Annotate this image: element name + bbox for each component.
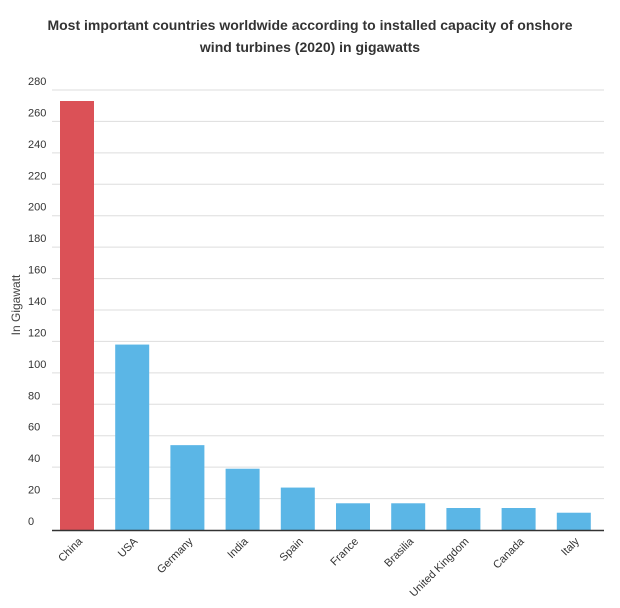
x-tick-label: Canada <box>491 535 527 571</box>
x-axis-ticks: China USA Germany India Spain France BrasiliaU… <box>56 535 582 599</box>
bar-spain <box>280 487 315 530</box>
y-tick-label: 120 <box>28 327 46 339</box>
bar-canada <box>501 508 536 530</box>
y-tick-label: 160 <box>28 265 46 277</box>
y-tick-label: 20 <box>28 485 40 497</box>
x-tick-label: USA <box>116 535 141 560</box>
bar-france <box>336 503 370 530</box>
chart-title: Most important countries worldwide accor… <box>47 17 573 55</box>
bar-india <box>225 468 260 530</box>
x-tick-label: India <box>225 535 251 561</box>
x-tick-label: Italy <box>559 535 582 558</box>
y-tick-label: 180 <box>28 233 46 245</box>
y-tick-label: 80 <box>28 390 40 402</box>
bar-germany <box>170 445 205 530</box>
x-tick-label: Brasilia <box>382 535 417 570</box>
y-tick-label: 220 <box>28 170 46 182</box>
y-axis-label: In Gigawatt <box>9 274 23 335</box>
y-tick-label: 0 <box>28 516 34 528</box>
y-tick-label: 280 <box>28 76 46 88</box>
y-tick-label: 240 <box>28 139 46 151</box>
x-tick-label: China <box>56 535 85 564</box>
y-tick-label: 40 <box>28 453 40 465</box>
y-tick-label: 60 <box>28 422 40 434</box>
x-tick-label: United Kingdom <box>408 536 472 600</box>
y-axis-ticks: 0 20 40 60 80 100 120 140 160 180 200 220 240 260 280 <box>28 76 46 528</box>
x-tick-label: Germany <box>155 535 196 576</box>
y-tick-label: 260 <box>28 107 46 119</box>
bar-china <box>60 101 94 530</box>
y-tick-label: 200 <box>28 202 46 214</box>
y-tick-label: 140 <box>28 296 46 308</box>
y-tick-label: 100 <box>28 359 46 371</box>
bars <box>60 101 591 530</box>
bar-brasilia <box>391 503 426 530</box>
bar-united-kingdom <box>446 508 481 530</box>
bar-usa <box>115 344 150 530</box>
x-tick-label: Spain <box>278 536 306 564</box>
x-tick-label: France <box>328 536 361 569</box>
bar-italy <box>556 512 591 530</box>
